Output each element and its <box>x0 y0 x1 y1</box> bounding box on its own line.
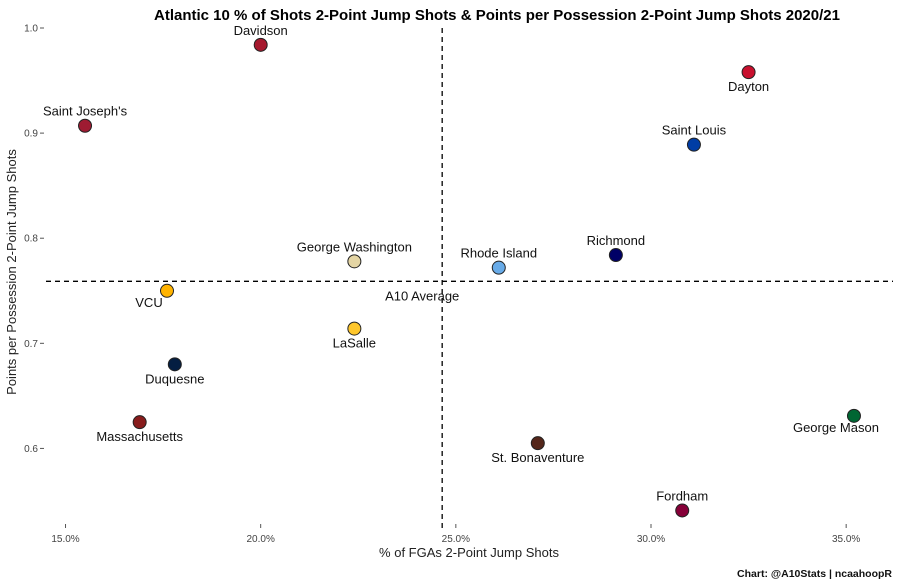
point-st-bonaventure <box>530 436 545 451</box>
point-davidson <box>253 37 268 52</box>
point-label: Duquesne <box>145 371 204 386</box>
x-tick-label: 25.0% <box>442 534 470 545</box>
point-lasalle <box>347 321 362 336</box>
data-points <box>78 37 861 518</box>
reference-lines: A10 Average <box>46 28 893 530</box>
point-vcu <box>160 283 174 298</box>
point-richmond <box>608 248 623 263</box>
point-label: George Mason <box>793 420 879 435</box>
y-tick-label: 0.7 <box>24 339 38 350</box>
point-label: George Washington <box>297 239 412 254</box>
x-axis-title: % of FGAs 2-Point Jump Shots <box>379 545 559 560</box>
point-label: St. Bonaventure <box>491 450 584 465</box>
point-labels: Davidson Saint Joseph's Dayton Saint Louis G… <box>43 23 879 504</box>
point-label: Richmond <box>587 233 646 248</box>
chart-caption: Chart: @A10Stats | ncaahoopR <box>737 568 892 580</box>
point-label: VCU <box>135 295 162 310</box>
y-axis-title: Points per Possession 2-Point Jump Shots <box>4 149 19 395</box>
point-label: Rhode Island <box>460 246 537 261</box>
average-label: A10 Average <box>385 288 459 303</box>
point-label: Fordham <box>656 488 708 503</box>
point-massachusetts <box>132 415 147 430</box>
point-george-mason <box>846 408 861 423</box>
point-label: Massachusetts <box>96 429 183 444</box>
y-tick-label: 0.9 <box>24 129 38 140</box>
x-tick-label: 30.0% <box>637 534 665 545</box>
point-saint-louis <box>686 137 701 152</box>
axes: 15.0% 20.0% 25.0% 30.0% 35.0% 0.6 0.7 0.8 0.9 1.0 <box>24 24 860 546</box>
point-label: Davidson <box>234 23 288 38</box>
point-george-washington <box>347 254 362 269</box>
x-tick-label: 15.0% <box>51 534 79 545</box>
y-tick-label: 0.8 <box>24 234 38 245</box>
x-tick-label: 35.0% <box>832 534 860 545</box>
point-label: Dayton <box>728 79 769 94</box>
y-tick-label: 0.6 <box>24 444 38 455</box>
point-saint-joseph-s <box>78 118 93 133</box>
y-tick-label: 1.0 <box>24 24 38 35</box>
point-label: LaSalle <box>333 336 376 351</box>
point-label: Saint Louis <box>662 123 727 138</box>
point-label: Saint Joseph's <box>43 104 128 119</box>
chart-title: Atlantic 10 % of Shots 2-Point Jump Shot… <box>154 7 840 24</box>
point-rhode-island <box>491 260 506 275</box>
point-dayton <box>741 65 756 80</box>
point-duquesne <box>167 357 182 372</box>
x-tick-label: 20.0% <box>246 534 274 545</box>
point-fordham <box>675 503 690 518</box>
